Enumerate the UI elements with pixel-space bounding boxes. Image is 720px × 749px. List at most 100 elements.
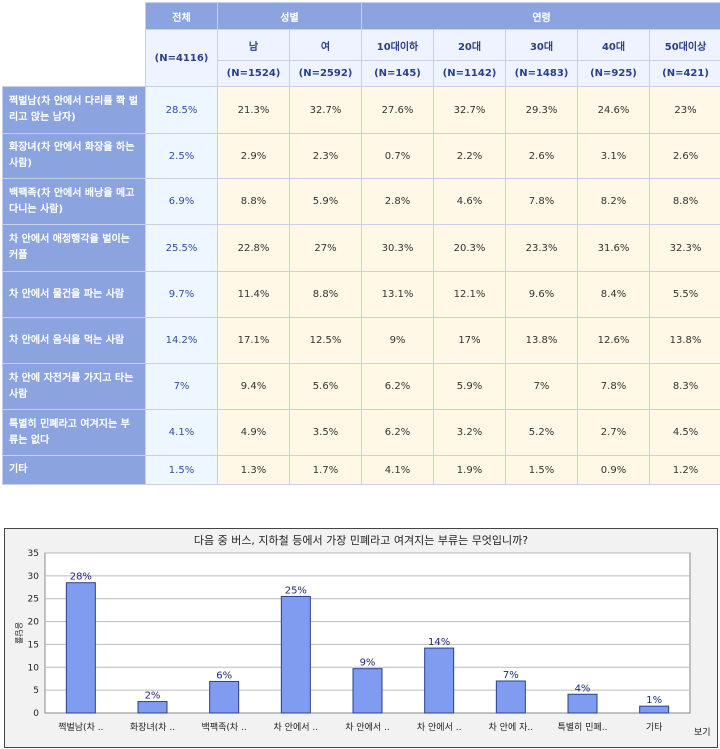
row-label: 쩍벌남(차 안에서 다리를 쫙 벌리고 앉는 남자) (2, 86, 146, 134)
row-value: 0.7% (361, 133, 434, 179)
bar (639, 705, 670, 714)
bar-value-label: 6% (216, 670, 232, 681)
col-n: (N=1524) (217, 60, 290, 87)
row-label: 차 안에 자전거를 가지고 타는 사람 (2, 363, 146, 410)
chart-title: 다음 중 버스, 지하철 등에서 가장 민폐라고 여겨지는 부류는 무엇입니까? (194, 533, 528, 547)
row-total: 1.5% (145, 455, 218, 485)
y-tick-label: 0 (33, 709, 39, 719)
row-value: 3.5% (289, 409, 362, 456)
row-value: 4.9% (217, 409, 290, 456)
y-tick-label: 35 (28, 549, 39, 559)
row-value: 21.3% (217, 86, 290, 134)
row-value: 2.6% (648, 133, 720, 179)
x-tick-label: 쩍벌남(차 .. (58, 721, 103, 733)
row-value: 2.2% (433, 133, 506, 179)
table-row: 백팩족(차 안에서 배낭을 메고 다니는 사람) 6.9% 8.8% 5.9% 2.8%… (2, 178, 720, 225)
table-row: 차 안에서 물건을 파는 사람 9.7% 11.4% 8.8% 13.1% 12.1% 9.… (2, 271, 720, 318)
col-n: (N=2592) (289, 60, 362, 87)
table-row: 차 안에서 애정행각을 벌이는 커플 25.5% 22.8% 27% 30.3% 20.3… (2, 224, 720, 272)
y-tick-label: 5 (33, 686, 39, 696)
row-value: 12.5% (289, 317, 362, 364)
row-value: 32.7% (289, 86, 362, 134)
row-value: 2.8% (361, 178, 434, 225)
row-value: 8.3% (648, 363, 720, 410)
col-n: (N=925) (577, 60, 650, 87)
col-n: (N=145) (361, 60, 434, 87)
row-label: 백팩족(차 안에서 배낭을 메고 다니는 사람) (2, 178, 146, 225)
row-label: 기타 (2, 455, 146, 485)
row-value: 3.1% (577, 133, 650, 179)
row-total: 6.9% (145, 178, 218, 225)
row-label: 특별히 민폐라고 여겨지는 부류는 없다 (2, 409, 146, 456)
row-total: 28.5% (145, 86, 218, 134)
row-value: 1.5% (505, 455, 578, 485)
row-value: 5.9% (433, 363, 506, 410)
bar-value-label: 2% (145, 691, 161, 702)
y-tick-label: 10 (28, 663, 40, 673)
row-value: 2.9% (217, 133, 290, 179)
row-value: 1.3% (217, 455, 290, 485)
row-value: 1.2% (648, 455, 720, 485)
row-value: 31.6% (577, 224, 650, 272)
x-axis-label: 보기 (694, 727, 711, 738)
row-total: 7% (145, 363, 218, 410)
row-value: 17% (433, 317, 506, 364)
row-value: 5.5% (648, 271, 720, 318)
bar (352, 668, 383, 714)
bar (280, 595, 311, 714)
row-value: 8.8% (289, 271, 362, 318)
x-tick-label: 차 안에 자.. (489, 721, 534, 733)
table-row: 쩍벌남(차 안에서 다리를 쫙 벌리고 앉는 남자) 28.5% 21.3% 32.7… (2, 86, 720, 134)
row-label: 차 안에서 물건을 파는 사람 (2, 271, 146, 318)
header-age: 연령 (360, 2, 720, 30)
y-tick-label: 30 (28, 572, 40, 582)
row-value: 32.3% (648, 224, 720, 272)
row-value: 4.1% (361, 455, 434, 485)
row-value: 5.9% (289, 178, 362, 225)
row-value: 1.7% (289, 455, 362, 485)
table-row: 화장녀(차 안에서 화장을 하는 사람) 2.5% 2.9% 2.3% 0.7% 2.2%… (2, 133, 720, 179)
row-value: 4.6% (433, 178, 506, 225)
col-n: (N=1483) (505, 60, 578, 87)
header-gender: 성별 (217, 2, 362, 30)
row-value: 8.8% (648, 178, 720, 225)
row-total: 9.7% (145, 271, 218, 318)
col-n: (N=421) (648, 60, 720, 87)
row-value: 7.8% (577, 363, 650, 410)
header-total: 전체 (145, 2, 218, 30)
survey-table: 전체 성별 연령 (N=4116) 남 여 10대이하 20대 30대 40대 … (2, 2, 720, 485)
row-value: 8.8% (217, 178, 290, 225)
bar-value-label: 9% (360, 658, 376, 669)
table-row: 특별히 민폐라고 여겨지는 부류는 없다 4.1% 4.9% 3.5% 6.2% 3.2%… (2, 409, 720, 456)
bar-value-label: 25% (285, 585, 307, 596)
bar (137, 701, 168, 714)
bar-value-label: 7% (503, 670, 519, 681)
col-label: 여 (289, 29, 362, 61)
row-value: 7% (505, 363, 578, 410)
row-value: 23.3% (505, 224, 578, 272)
row-value: 32.7% (433, 86, 506, 134)
row-value: 12.6% (577, 317, 650, 364)
row-value: 13.8% (505, 317, 578, 364)
row-value: 20.3% (433, 224, 506, 272)
y-tick-label: 15 (28, 640, 39, 650)
bar-value-label: 4% (575, 683, 591, 694)
row-value: 3.2% (433, 409, 506, 456)
row-total: 14.2% (145, 317, 218, 364)
x-tick-label: 백팩족(차 .. (202, 721, 247, 733)
row-value: 9% (361, 317, 434, 364)
row-value: 13.1% (361, 271, 434, 318)
bar-chart: 다음 중 버스, 지하철 등에서 가장 민폐라고 여겨지는 부류는 무엇입니까?… (14, 533, 711, 738)
bar (567, 693, 598, 714)
row-value: 9.6% (505, 271, 578, 318)
row-value: 30.3% (361, 224, 434, 272)
row-value: 13.8% (648, 317, 720, 364)
x-tick-label: 차 안에서 .. (274, 721, 319, 733)
x-tick-label: 차 안에서 .. (345, 721, 390, 733)
y-tick-label: 20 (28, 618, 40, 628)
row-label: 차 안에서 음식을 먹는 사람 (2, 317, 146, 364)
total-n: (N=4116) (145, 29, 218, 87)
y-axis-label: 응답률 (14, 622, 24, 644)
row-value: 7.8% (505, 178, 578, 225)
bar (424, 647, 455, 714)
